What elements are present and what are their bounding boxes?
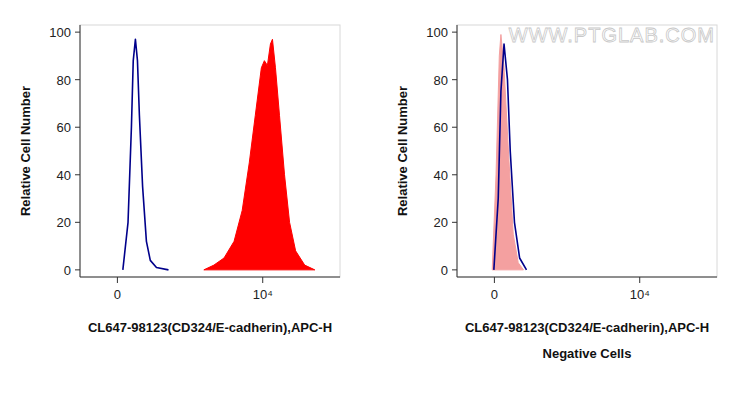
y-axis-label: Relative Cell Number <box>395 86 410 216</box>
y-tick-label: 0 <box>441 263 448 278</box>
y-tick-label: 40 <box>57 168 71 183</box>
y-tick-label: 60 <box>57 120 71 135</box>
x-tick <box>117 277 118 283</box>
y-tick-label: 0 <box>64 263 71 278</box>
y-tick <box>75 174 80 175</box>
x-tick <box>494 277 495 283</box>
y-tick-label: 80 <box>434 73 448 88</box>
x-axis-label: CL647-98123(CD324/E-cadherin),APC-H <box>88 320 332 335</box>
y-tick <box>75 32 80 33</box>
y-tick <box>452 222 457 223</box>
chart-panel: 0 20 40 60 80 100 0 10⁴ Relative Cell Number CL64… <box>18 25 340 335</box>
y-tick <box>452 32 457 33</box>
x-tick-label: 0 <box>491 287 498 302</box>
y-tick-label: 100 <box>426 25 448 40</box>
y-tick-label: 60 <box>434 120 448 135</box>
y-axis-line <box>457 25 458 277</box>
marks <box>123 39 315 270</box>
x-tick-label: 10⁴ <box>253 287 273 302</box>
plot-frame <box>80 25 340 277</box>
y-tick-label: 40 <box>434 168 448 183</box>
subtitle: Negative Cells <box>543 346 632 361</box>
x-tick-label: 10⁴ <box>630 287 650 302</box>
y-tick <box>452 127 457 128</box>
y-tick <box>452 79 457 80</box>
y-tick <box>75 79 80 80</box>
y-axis-label: Relative Cell Number <box>18 86 33 216</box>
x-axis-line <box>80 277 340 278</box>
x-axis-label: CL647-98123(CD324/E-cadherin),APC-H <box>465 320 709 335</box>
y-tick <box>452 269 457 270</box>
figure: 0 20 40 60 80 100 0 10⁴ Relative Cell Number CL64… <box>0 0 742 393</box>
y-tick-label: 20 <box>434 215 448 230</box>
chart-panel: 0 20 40 60 80 100 0 10⁴ Relative Cell Number CL64… <box>395 24 717 361</box>
y-axis-line <box>80 25 81 277</box>
y-tick-label: 20 <box>57 215 71 230</box>
histogram-line <box>494 44 527 270</box>
x-tick-label: 0 <box>114 287 121 302</box>
x-axis-line <box>457 277 717 278</box>
histogram-area <box>492 35 523 270</box>
y-tick-label: 100 <box>49 25 71 40</box>
y-tick <box>75 222 80 223</box>
histogram-area <box>204 39 315 270</box>
y-tick <box>75 269 80 270</box>
marks <box>492 35 526 270</box>
x-tick <box>639 277 640 283</box>
y-tick <box>75 127 80 128</box>
y-tick <box>452 174 457 175</box>
watermark: WWW.PTGLAB.COM <box>509 24 715 46</box>
histogram-line <box>123 39 169 270</box>
y-tick-label: 80 <box>57 73 71 88</box>
plot-frame <box>457 25 717 277</box>
x-tick <box>262 277 263 283</box>
